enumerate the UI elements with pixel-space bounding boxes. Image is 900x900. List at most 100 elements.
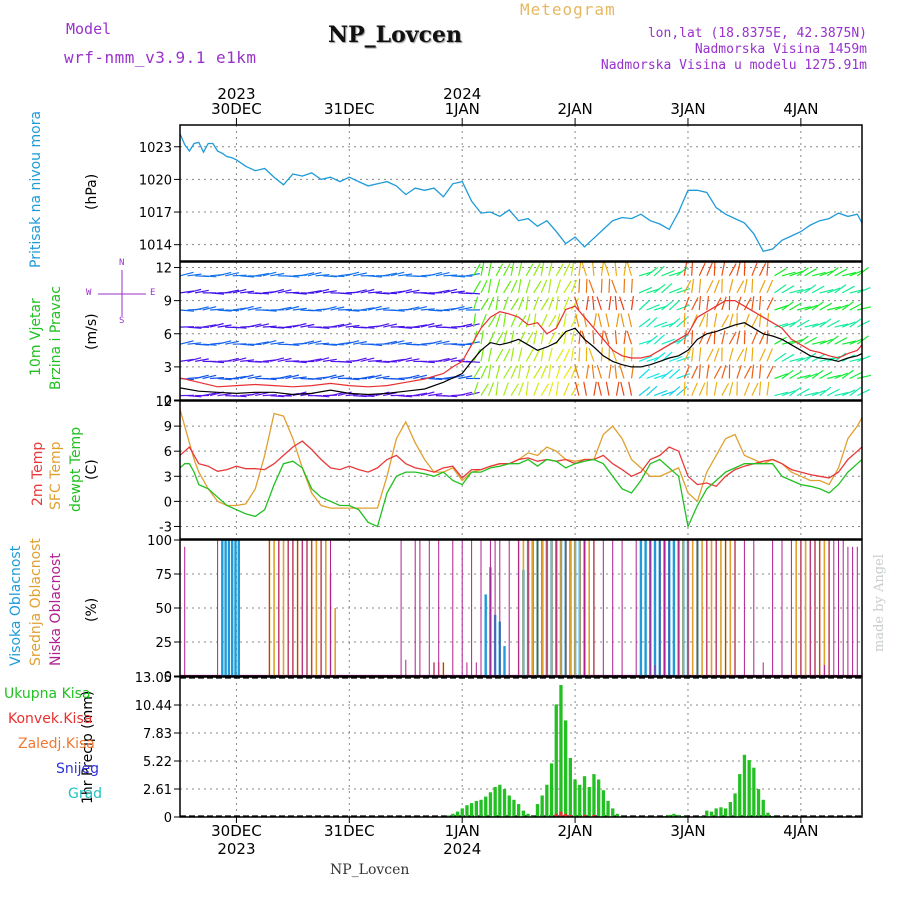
wind-barb [548, 364, 552, 379]
precip-total-bar [747, 760, 751, 817]
meteogram-label: Meteogram [520, 0, 616, 19]
wind-ytick-label-2: 6 [164, 328, 172, 343]
cloud-low-bar [330, 540, 331, 676]
cloud-high-bar [231, 540, 234, 676]
wind-barb [540, 330, 545, 345]
wind-barb [841, 321, 856, 328]
wind-barb [811, 340, 826, 345]
cloud-low-bar [499, 540, 501, 676]
temp-ytick-label-3: 6 [164, 445, 172, 460]
wind-barb [691, 297, 699, 311]
wind-barb [232, 357, 247, 362]
model-altitude-text: Nadmorska Visina u modelu 1275.91m [600, 58, 867, 73]
wind-barb [255, 341, 270, 345]
wind-barb [518, 364, 522, 379]
wind-barb [789, 370, 803, 380]
cloud-high-bar [672, 540, 676, 676]
wind-barb [495, 279, 501, 294]
wind-barb [428, 340, 443, 345]
wind-barb [322, 306, 337, 311]
wind-barb [472, 313, 477, 328]
precip-total-bar [709, 811, 714, 817]
wind-barb [728, 347, 734, 362]
wind-barb [638, 300, 650, 311]
wind-barb [683, 330, 687, 345]
wind-barb [751, 364, 755, 379]
wind-barb [495, 263, 504, 277]
wind-barb [277, 289, 292, 294]
wind-barb [548, 331, 556, 345]
cloud-mid-bar [560, 540, 562, 676]
wind-barb [827, 374, 841, 380]
bottom-year-label-1: 2024 [443, 840, 481, 858]
cloud-low-bar [823, 665, 825, 676]
wind-barb [638, 318, 651, 328]
precip-total-bar [587, 787, 591, 817]
precip-ytick-label-4: 10.44 [135, 699, 172, 714]
wind-barb [540, 347, 545, 362]
wind-barb [285, 374, 300, 380]
temp-ytick-label-5: 12 [155, 395, 172, 410]
cloud-low-bar [297, 540, 299, 676]
wind-barbs [179, 261, 872, 398]
wind-barb [834, 372, 848, 380]
wind-barb [582, 313, 587, 328]
wind-barb [563, 280, 572, 294]
wind-barb [503, 263, 511, 277]
wind-barb [819, 302, 833, 311]
wind-barb [307, 340, 322, 345]
wind-barb [225, 357, 239, 362]
cloud-low-bar [475, 662, 477, 676]
wind-barb [285, 291, 300, 294]
wind-barb [857, 320, 870, 328]
wind-barb [751, 278, 754, 293]
cloud-low-bar [461, 540, 463, 676]
cloud-mid-bar [823, 540, 826, 676]
wind-barb [789, 270, 803, 277]
cloud-mid-bar [532, 540, 534, 676]
wind-barb [849, 386, 862, 397]
precip-total-bar [474, 800, 478, 817]
wind-barb [217, 377, 232, 381]
wind-barb [630, 347, 633, 362]
wind-barb [638, 368, 650, 379]
wind-barb [510, 297, 520, 311]
cloud-low-bar [635, 540, 637, 676]
wind-barb [646, 335, 658, 345]
wind-barb [736, 330, 741, 345]
wind-barb [766, 297, 774, 311]
wind-barb [210, 292, 225, 295]
wind-barb [525, 364, 531, 379]
wind-barb [698, 278, 702, 293]
wind-barb [322, 275, 338, 278]
wind-barb [179, 309, 195, 312]
cloud-mid-bar [691, 540, 694, 676]
wind-barb [570, 279, 578, 294]
cloud-low-bar [654, 665, 656, 676]
cloud-low-bar [518, 540, 520, 676]
precip-total-bar [446, 815, 450, 817]
wind-barb [277, 306, 292, 311]
wind-barb [713, 313, 718, 328]
cloud-low-bar [527, 540, 529, 676]
cloud-mid-bar [273, 540, 275, 676]
wind-barb [315, 357, 330, 362]
wind-barb [804, 352, 817, 362]
wind-barb [187, 288, 202, 294]
wind-barb [819, 386, 832, 397]
dewpoint-line [179, 458, 863, 529]
wind-barb [706, 262, 713, 277]
wind-barb [766, 365, 774, 379]
wind-barb [533, 313, 537, 328]
precip-total-bar [479, 799, 483, 817]
wind-barb [691, 365, 699, 379]
cloud-low-bar [809, 540, 811, 676]
wind-barb [307, 377, 322, 380]
wind-barb [626, 262, 633, 276]
wind-barb [285, 360, 300, 362]
wind-barb [435, 340, 450, 345]
wind-barb [789, 288, 804, 294]
wind-barb [604, 262, 610, 276]
wind-barb [487, 296, 495, 311]
wind-barb [240, 343, 255, 346]
